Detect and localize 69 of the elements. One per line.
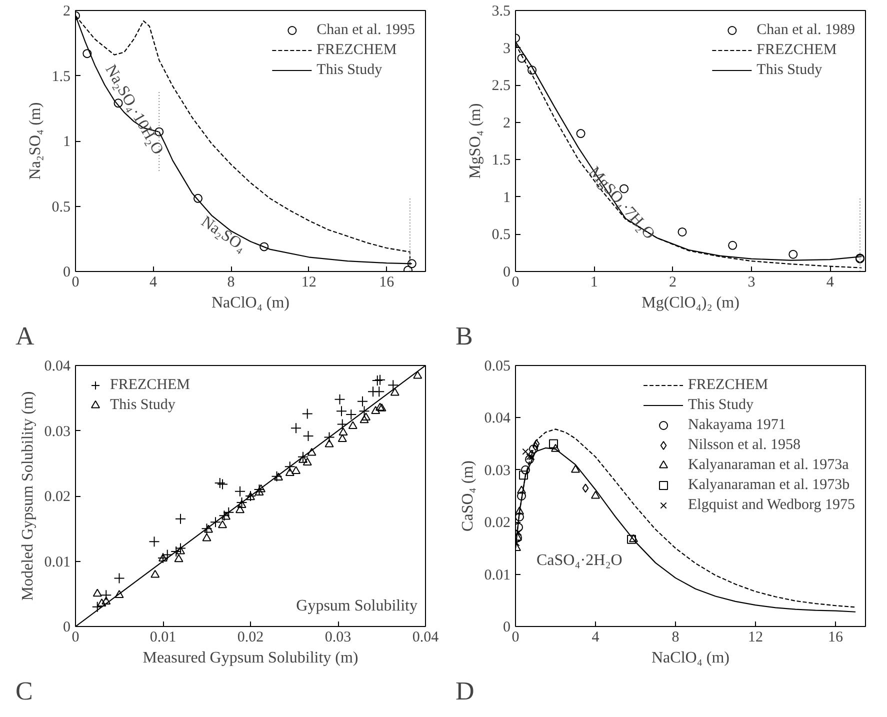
legend-label: This Study — [756, 62, 822, 78]
x-tick-label: 8 — [227, 274, 235, 290]
y-tick-label: 0.03 — [484, 462, 510, 479]
y-tick-label: 0.02 — [44, 489, 70, 505]
text: D — [456, 676, 474, 706]
y-tick-label: 0 — [63, 264, 70, 280]
y-tick-label: 0.05 — [484, 358, 510, 374]
y-tick-label: 0.04 — [484, 410, 511, 427]
y-tick-label: 3 — [503, 40, 510, 57]
legend-label: Chan et al. 1989 — [756, 22, 855, 38]
y-tick-label: 1.5 — [492, 152, 510, 169]
y-tick-label: 0.02 — [484, 515, 510, 532]
y-axis-title: Na₂SO₄ (m) — [26, 102, 44, 180]
legend-label: FREZCHEM — [110, 376, 190, 394]
y-tick-label: 1 — [503, 190, 510, 206]
legend-label: This Study — [110, 396, 176, 414]
x-tick-label: 1 — [590, 274, 598, 290]
y-tick-label: 0.03 — [44, 424, 70, 440]
x-tick-label: 12 — [748, 630, 763, 646]
y-tick-label: 1.5 — [52, 68, 70, 85]
legend-label: FREZCHEM — [316, 42, 397, 58]
x-tick-label: 0.01 — [150, 630, 176, 646]
y-tick-label: 2 — [503, 115, 510, 132]
text: C — [16, 676, 33, 706]
y-tick-label: 0.04 — [44, 358, 71, 374]
legend-label: Kalyanaraman et al. 1973b — [688, 476, 850, 494]
y-tick-label: 0 — [503, 620, 510, 636]
legend-label: This Study — [316, 62, 382, 78]
x-tick-label: 8 — [672, 630, 680, 646]
x-tick-label: 12 — [301, 274, 316, 290]
x-axis-title: NaClO₄ (m) — [211, 294, 290, 312]
legend-label: FREZCHEM — [756, 42, 837, 58]
y-tick-label: 3.5 — [492, 4, 510, 20]
y-tick-label: 0.01 — [44, 554, 70, 570]
x-tick-label: 4 — [592, 630, 600, 646]
y-tick-label: 1 — [63, 134, 70, 150]
y-tick-label: 2.5 — [492, 78, 510, 94]
legend-label: Kalyanaraman et al. 1973a — [688, 456, 849, 474]
x-tick-label: 4 — [826, 274, 834, 290]
legend-label: FREZCHEM — [688, 376, 768, 394]
y-axis-title: Modeled Gypsum Solubility (m) — [19, 391, 36, 601]
y-tick-label: 2 — [63, 4, 70, 20]
y-tick-label: 0.01 — [484, 567, 510, 584]
x-axis-title: NaClO₄ (m) — [651, 650, 730, 666]
x-tick-label: 3 — [748, 274, 756, 290]
legend-label: Nakayama 1971 — [688, 416, 786, 434]
y-tick-label: 0.5 — [52, 199, 70, 216]
x-axis-title: Measured Gypsum Solubility (m) — [142, 650, 358, 666]
legend-label: This Study — [688, 396, 754, 414]
annotation: CaSO₄·2H₂O — [536, 552, 622, 570]
text: A — [16, 322, 34, 350]
y-axis-title: CaSO₄ (m) — [459, 460, 476, 532]
annotation: Gypsum Solubility — [296, 598, 418, 614]
y-tick-label: 0 — [503, 264, 510, 280]
legend-label: Chan et al. 1995 — [316, 22, 415, 38]
x-tick-label: 0.03 — [324, 630, 352, 646]
x-tick-label: 0.04 — [412, 630, 440, 646]
y-tick-label: 0 — [63, 620, 70, 636]
y-tick-label: 0.5 — [492, 227, 510, 244]
legend-label: Elgquist and Wedborg 1975 — [688, 496, 855, 514]
x-axis-title: Mg(ClO₄)₂ (m) — [642, 294, 740, 312]
x-tick-label: 0.02 — [237, 630, 264, 646]
x-tick-label: 16 — [828, 630, 844, 646]
x-tick-label: 16 — [379, 274, 395, 290]
text: B — [456, 322, 473, 350]
x-tick-label: 2 — [669, 274, 677, 290]
x-tick-label: 4 — [150, 274, 158, 290]
y-axis-title: MgSO₄ (m) — [466, 103, 484, 179]
legend-label: Nilsson et al. 1958 — [688, 436, 801, 454]
